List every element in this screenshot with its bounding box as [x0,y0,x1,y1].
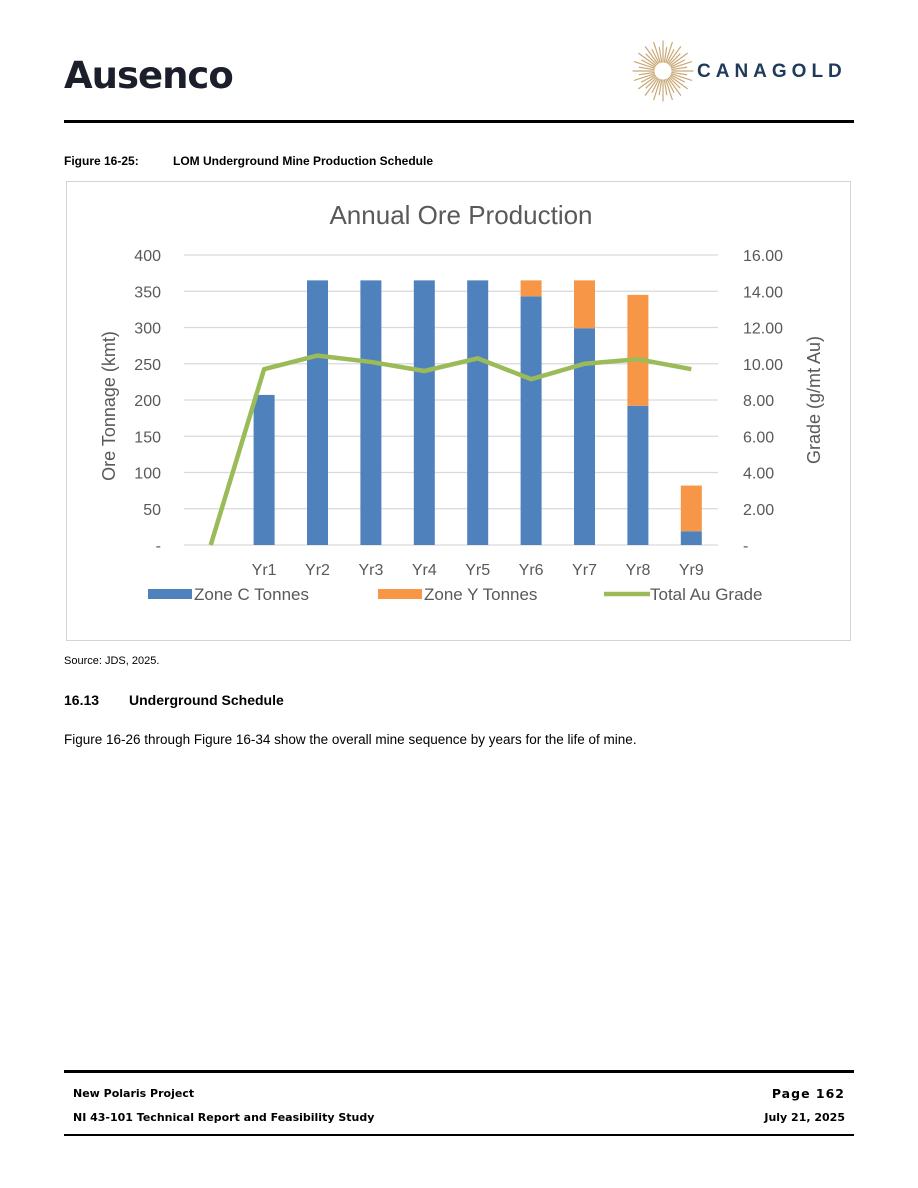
bar-zone-y-tonnes [574,280,595,329]
canagold-sunburst-icon [632,40,694,102]
bar-zone-y-tonnes [680,485,702,532]
legend-label: Zone Y Tonnes [424,585,537,604]
x-tick-label: Yr3 [358,562,383,579]
y2-tick-label: - [743,538,748,555]
y-axis-right-ticks: - 2.00 4.00 6.00 8.00 10.00 12.00 14.00 16.00 [743,248,783,555]
bar-zone-c-tonnes [253,394,275,545]
section-paragraph: Figure 16-26 through Figure 16-34 show t… [64,732,637,747]
figure-title: LOM Underground Mine Production Schedule [173,154,433,168]
bar-zone-c-tonnes [360,280,382,545]
y-tick-label: 250 [134,357,161,374]
ausenco-logo: Ausenco [64,54,234,97]
legend-swatch [378,589,422,599]
chart-legend: Zone C Tonnes Zone Y Tonnes Total Au Grade [148,585,762,604]
y-tick-label: 150 [134,429,161,446]
canagold-logo-text: CANAGOLD [697,61,847,82]
bar-zone-c-tonnes [467,280,489,545]
figure-label: Figure 16-25: [64,154,139,168]
footer-rule-top [64,1070,854,1073]
y2-tick-label: 14.00 [743,284,783,301]
y2-tick-label: 6.00 [743,429,774,446]
footer-rule-bottom [64,1134,854,1136]
y-axis-left-label: Ore Tonnage (kmt) [99,331,119,481]
annual-ore-production-chart: Annual Ore Production - 50 100 150 200 250 300… [99,200,824,604]
bar-zone-y-tonnes [520,280,542,297]
x-tick-label: Yr8 [625,562,650,579]
x-tick-label: Yr7 [572,562,597,579]
grade-line-series [208,353,692,546]
header-rule [64,120,854,123]
y2-tick-label: 4.00 [743,466,774,483]
y-tick-label: - [156,538,161,555]
y-tick-label: 350 [134,284,161,301]
figure-source: Source: JDS, 2025. [64,655,160,667]
bar-zone-c-tonnes [307,280,328,545]
bar-zone-c-tonnes [680,531,702,545]
bar-zone-c-tonnes [627,405,649,545]
footer-report-title: NI 43-101 Technical Report and Feasibili… [73,1111,375,1124]
y-tick-label: 50 [143,502,161,519]
x-tick-label: Yr9 [679,562,704,579]
x-tick-label: Yr5 [465,562,490,579]
y-axis-left-ticks: - 50 100 150 200 250 300 350 400 [134,248,161,555]
footer-page-number: Page 162 [771,1086,845,1101]
y-tick-label: 100 [134,466,161,483]
y-tick-label: 400 [134,248,161,265]
x-axis-ticks: Yr1 Yr2 Yr3 Yr4 Yr5 Yr6 Yr7 Yr8 Yr9 [252,562,704,579]
x-tick-label: Yr4 [412,562,437,579]
chart-frame [66,181,851,641]
x-tick-label: Yr2 [305,562,330,579]
x-tick-label: Yr6 [519,562,544,579]
y-tick-label: 200 [134,393,161,410]
y2-tick-label: 2.00 [743,502,774,519]
section-number: 16.13 [64,692,100,708]
y2-tick-label: 16.00 [743,248,783,265]
y-tick-label: 300 [134,321,161,338]
bar-series [253,280,702,545]
footer-date: July 21, 2025 [764,1111,845,1124]
legend-swatch [148,589,192,599]
bar-zone-c-tonnes [574,328,595,545]
y-axis-right-label: Grade (g/mt Au) [804,336,824,464]
bar-zone-c-tonnes [413,280,435,545]
chart-title: Annual Ore Production [329,200,592,230]
x-tick-label: Yr1 [252,562,277,579]
legend-label: Zone C Tonnes [194,585,309,604]
section-title: Underground Schedule [129,692,284,708]
line-total-au-grade [208,353,692,546]
bar-zone-y-tonnes [627,294,649,406]
footer-project: New Polaris Project [73,1087,195,1100]
legend-label: Total Au Grade [650,585,762,604]
y2-tick-label: 8.00 [743,393,774,410]
y2-tick-label: 12.00 [743,321,783,338]
bar-zone-c-tonnes [520,296,542,545]
ausenco-logo-text: Ausenco [64,54,234,97]
y2-tick-label: 10.00 [743,357,783,374]
